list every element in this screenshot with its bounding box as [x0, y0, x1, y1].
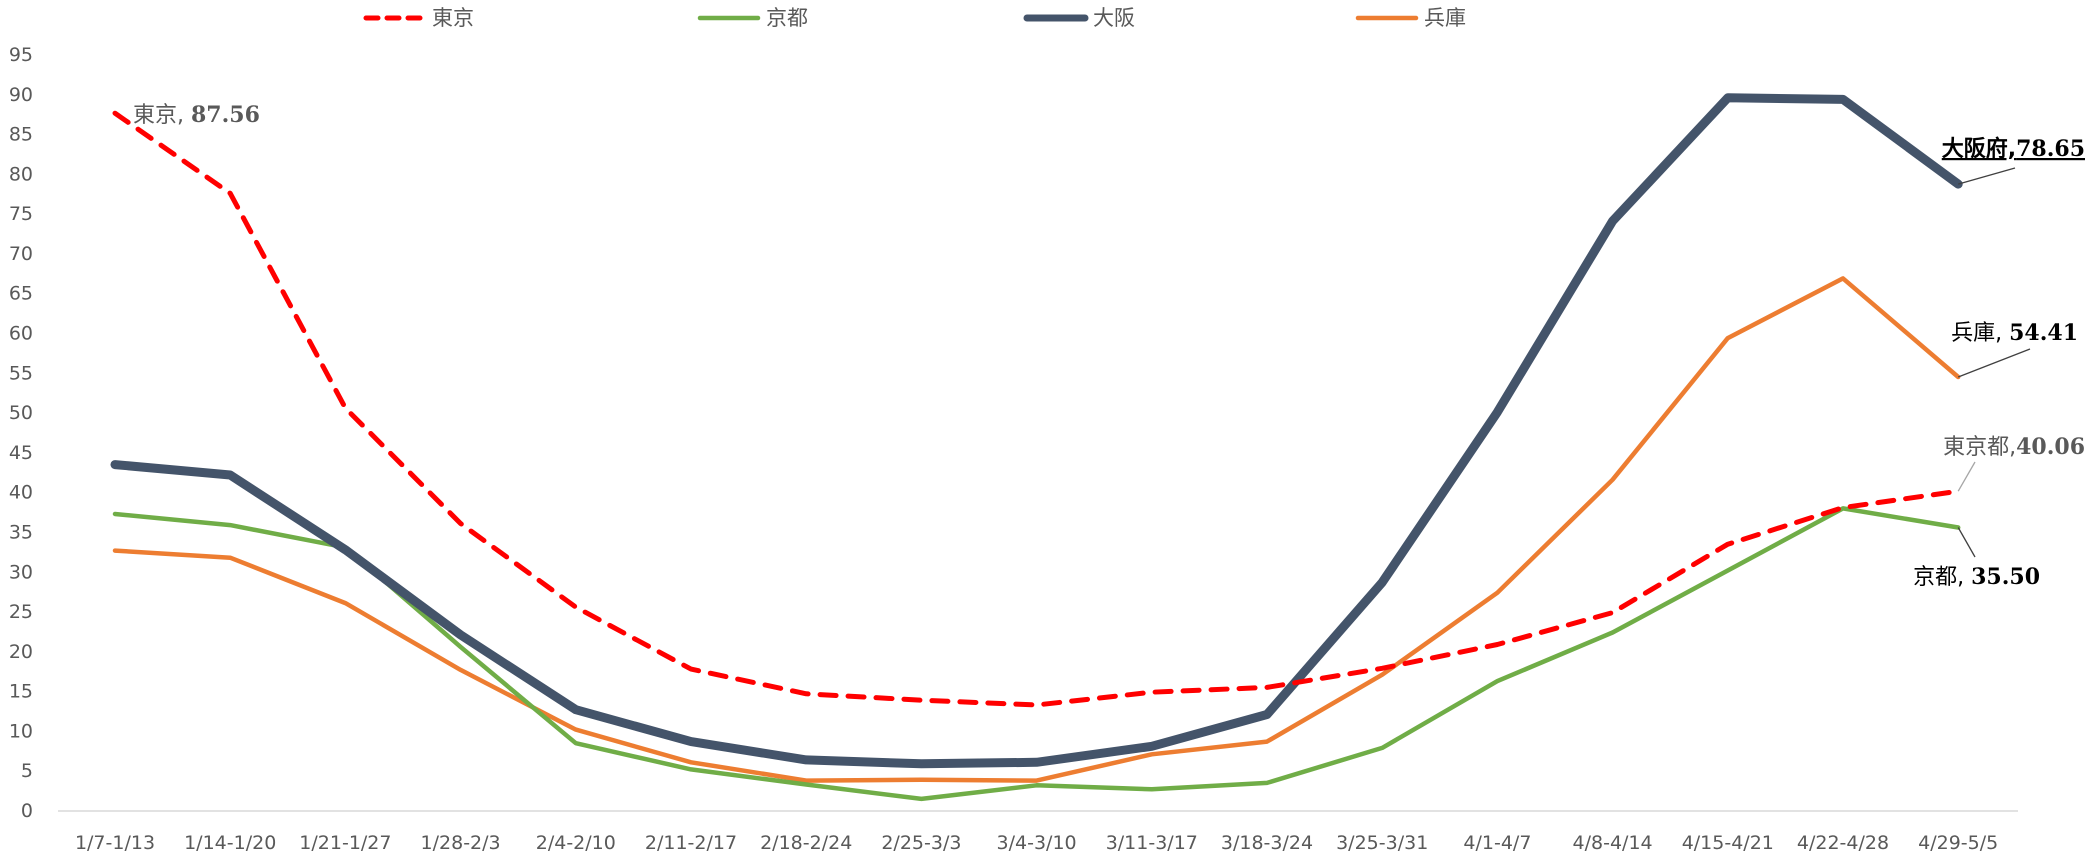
legend-label-osaka: 大阪 [1093, 6, 1135, 30]
data-label-text-osaka-end: 大阪府,78.65 [1942, 136, 2085, 162]
data-label-value: 35.50 [1971, 564, 2040, 590]
data-label-tokyo-start: 東京, 87.56 [133, 102, 260, 128]
data-label-osaka-end: 大阪府,78.65 [1942, 136, 2085, 185]
y-tick-label: 0 [21, 800, 33, 822]
x-tick-label: 2/18-2/24 [760, 832, 852, 853]
legend-label-kyoto: 京都 [766, 6, 808, 30]
data-label-name: 東京, [133, 103, 191, 128]
x-tick-label: 4/29-5/5 [1918, 832, 1998, 853]
x-tick-label: 2/25-3/3 [881, 832, 961, 853]
y-tick-label: 45 [9, 442, 33, 464]
x-axis: 1/7-1/13 1/14-1/20 1/21-1/27 1/28-2/3 2/4-2/… [58, 810, 2018, 854]
legend-item-kyoto: 京都 [697, 6, 808, 30]
x-tick-label: 1/14-1/20 [184, 832, 276, 853]
series-line-tokyo [112, 110, 1961, 708]
y-tick-label: 15 [9, 681, 33, 703]
y-tick-label: 65 [9, 283, 33, 305]
data-label-value: 54.41 [2009, 320, 2078, 346]
data-label-name: 大阪府, [1942, 136, 2016, 162]
data-label-value: 78.65 [2016, 136, 2085, 162]
series-line-osaka [110, 93, 1963, 769]
x-tick-label: 4/22-4/28 [1797, 832, 1889, 853]
y-axis: 0 5 10 15 20 25 30 35 40 45 50 55 60 65 70 75 80 85 90 95 [9, 44, 33, 822]
data-label-kyoto-end: 京都, 35.50 [1913, 527, 2040, 590]
leader-line-osaka-end [1958, 167, 2016, 185]
x-tick-label: 4/1-4/7 [1463, 832, 1531, 853]
data-label-value: 87.56 [191, 102, 260, 128]
y-tick-label: 70 [9, 243, 33, 265]
y-tick-label: 20 [9, 641, 33, 663]
y-tick-label: 55 [9, 362, 33, 384]
y-tick-label: 40 [9, 482, 33, 504]
legend: 東京 京都 大阪 兵庫 [363, 6, 1466, 30]
data-label-hyogo-end: 兵庫, 54.41 [1951, 320, 2078, 378]
legend-label-tokyo: 東京 [432, 6, 474, 30]
series-line-hyogo [112, 276, 1961, 783]
y-tick-label: 75 [9, 203, 33, 225]
y-tick-label: 50 [9, 402, 33, 424]
x-tick-label: 1/7-1/13 [75, 832, 155, 853]
y-tick-label: 25 [9, 601, 33, 623]
data-label-text-hyogo-end: 兵庫, 54.41 [1951, 320, 2078, 346]
x-tick-label: 1/28-2/3 [421, 832, 501, 853]
x-tick-label: 3/18-3/24 [1221, 832, 1313, 853]
y-tick-label: 60 [9, 323, 33, 345]
data-label-name: 東京都, [1943, 435, 2016, 460]
y-tick-label: 30 [9, 561, 33, 583]
data-label-text-tokyo-start: 東京, 87.56 [133, 102, 260, 128]
y-tick-label: 95 [9, 44, 33, 66]
x-tick-label: 4/8-4/14 [1573, 832, 1653, 853]
y-tick-label: 35 [9, 521, 33, 543]
x-tick-label: 2/4-2/10 [536, 832, 616, 853]
y-tick-label: 5 [21, 760, 33, 782]
x-tick-label: 3/25-3/31 [1336, 832, 1428, 853]
data-label-tokyo-end: 東京都,40.06 [1943, 434, 2085, 492]
x-tick-label: 3/4-3/10 [997, 832, 1077, 853]
y-tick-label: 10 [9, 720, 33, 742]
data-label-name: 兵庫, [1951, 321, 2009, 346]
legend-label-hyogo: 兵庫 [1424, 6, 1466, 30]
annotation-layer: 東京, 87.56 大阪府,78.65 兵庫, 54.41 東京都,40.06 京都, … [133, 102, 2085, 590]
data-label-name: 京都, [1913, 565, 1971, 590]
leader-line-tokyo-end [1957, 461, 1976, 492]
legend-item-tokyo: 東京 [363, 6, 474, 30]
legend-item-hyogo: 兵庫 [1355, 6, 1466, 30]
data-label-text-tokyo-end: 東京都,40.06 [1943, 434, 2085, 460]
y-tick-label: 80 [9, 163, 33, 185]
x-tick-label: 4/15-4/21 [1682, 832, 1774, 853]
x-tick-label: 3/11-3/17 [1106, 832, 1198, 853]
legend-item-osaka: 大阪 [1023, 6, 1135, 30]
data-label-value: 40.06 [2016, 434, 2085, 460]
leader-line-hyogo-end [1957, 348, 2031, 378]
series-layer [110, 93, 1963, 802]
y-tick-label: 90 [9, 84, 33, 106]
series-line-kyoto [112, 506, 1961, 802]
leader-line-kyoto-end [1957, 527, 1976, 558]
data-label-text-kyoto-end: 京都, 35.50 [1913, 564, 2040, 590]
y-tick-label: 85 [9, 124, 33, 146]
x-tick-label: 1/21-1/27 [299, 832, 391, 853]
x-tick-label: 2/11-2/17 [645, 832, 737, 853]
